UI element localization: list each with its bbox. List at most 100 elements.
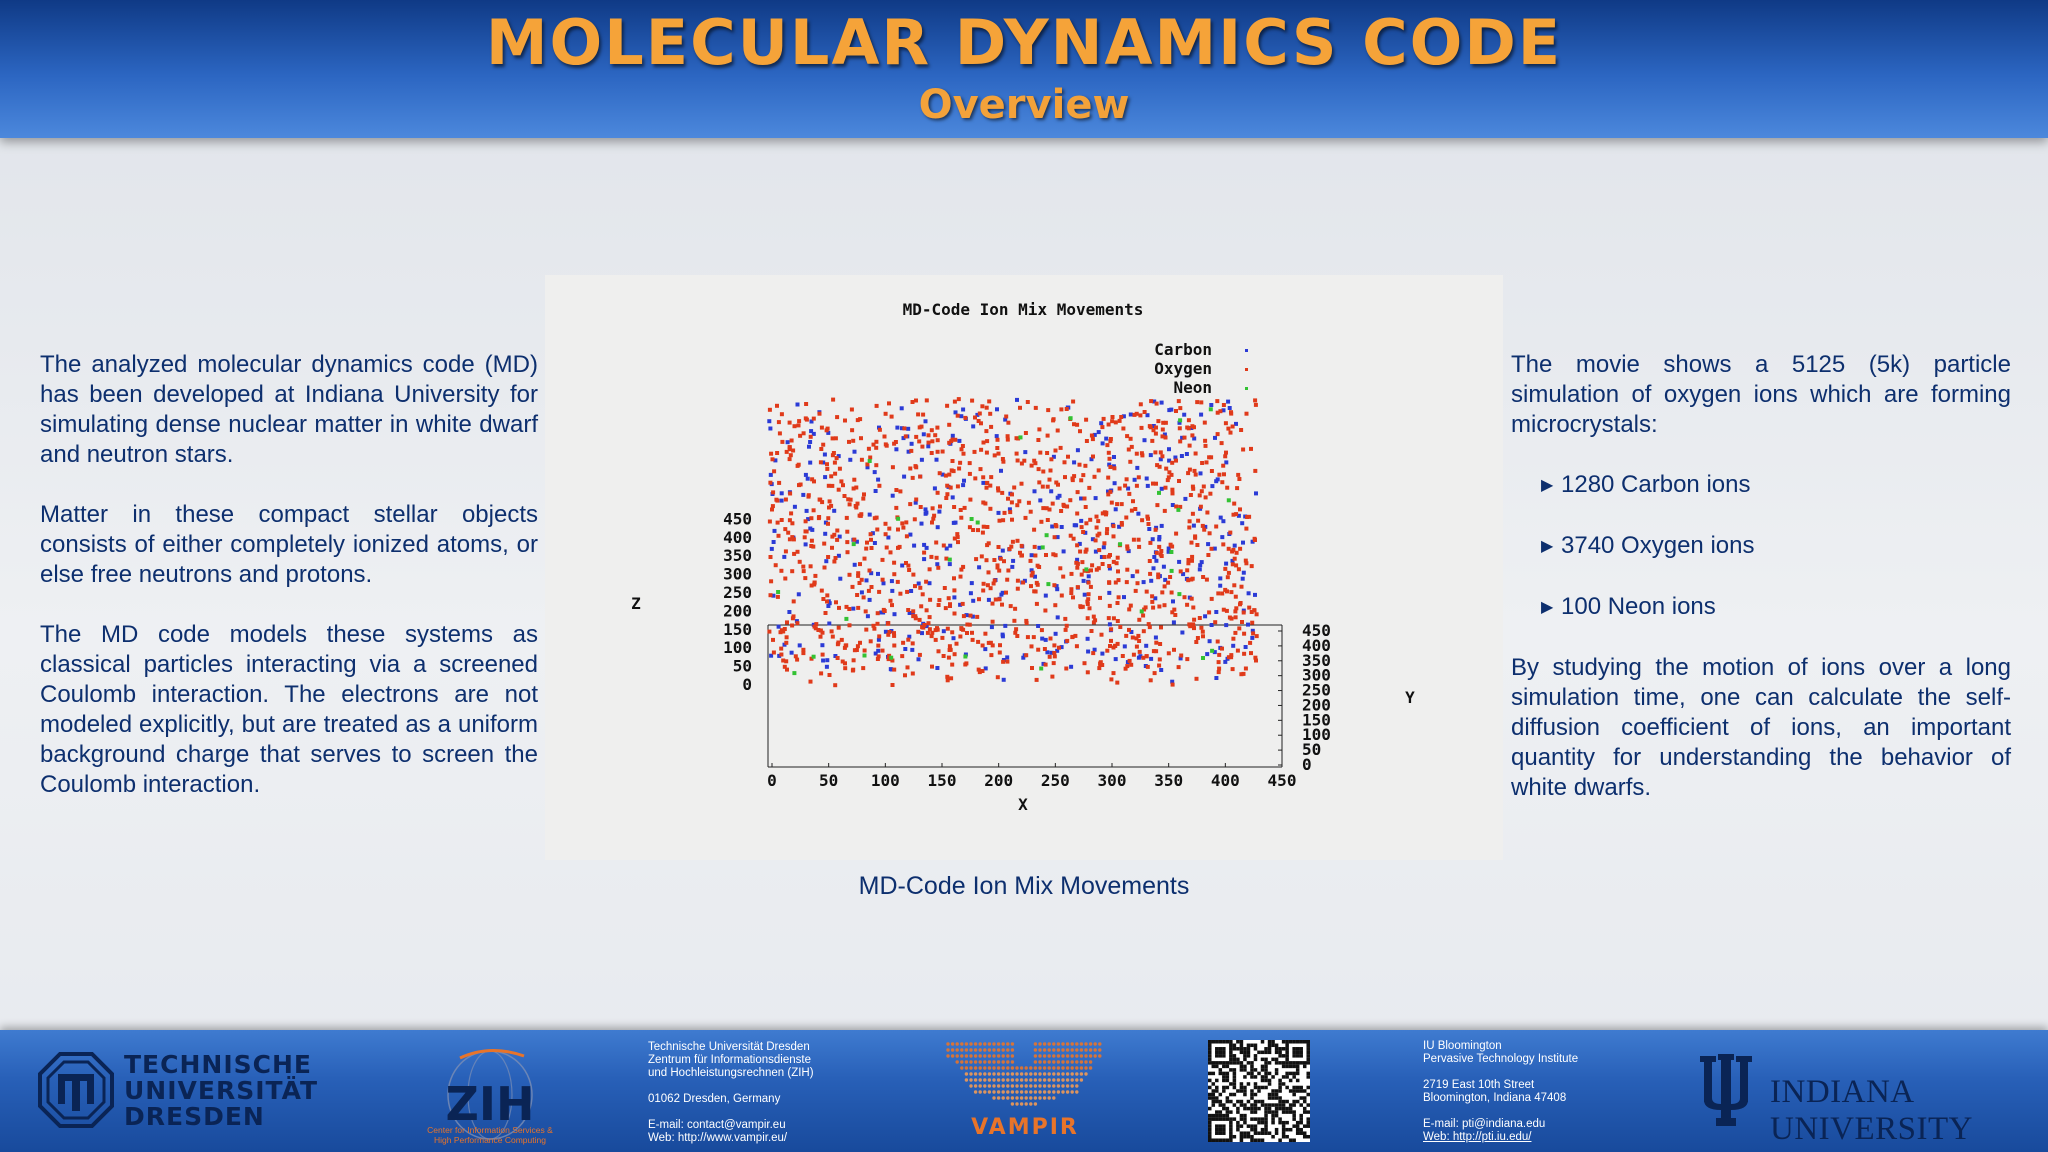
qr-module (1239, 1061, 1244, 1065)
qr-module (1264, 1075, 1268, 1079)
scatter-point (1241, 570, 1246, 575)
scatter-point (1141, 580, 1146, 585)
vampir-dot (969, 1084, 973, 1088)
scatter-point (851, 658, 856, 663)
tud-wordmark: TECHNISCHE UNIVERSITÄT DRESDEN (124, 1052, 318, 1130)
qr-module (1253, 1054, 1258, 1058)
web-link[interactable]: Web: http://www.vampir.eu/ (648, 1132, 788, 1144)
scatter-point (859, 590, 864, 595)
scatter-point (1040, 484, 1045, 489)
vampir-dot (992, 1072, 996, 1076)
scatter-point (819, 425, 824, 430)
scatter-point (1209, 623, 1214, 627)
qr-module (1232, 1092, 1237, 1097)
x-tick-label: 250 (1041, 771, 1070, 790)
vampir-dot (987, 1042, 992, 1046)
scatter-point (1127, 491, 1132, 496)
scatter-point (1127, 607, 1132, 612)
scatter-point (1226, 399, 1231, 404)
scatter-point (1003, 623, 1008, 628)
scatter-point (1243, 558, 1248, 563)
qr-module (1236, 1110, 1240, 1114)
qr-module (1250, 1127, 1254, 1132)
qr-module (1229, 1057, 1233, 1062)
vampir-dot (1042, 1066, 1047, 1070)
scatter-point (1102, 510, 1107, 515)
qr-module (1278, 1061, 1282, 1065)
qr-module (1295, 1064, 1300, 1069)
qr-module (1253, 1075, 1258, 1079)
vampir-dot (1038, 1072, 1042, 1076)
qr-module (1246, 1047, 1251, 1051)
scatter-point (1108, 644, 1112, 648)
scatter-point (892, 612, 897, 617)
web-link[interactable]: Web: http://pti.iu.edu/ (1423, 1131, 1532, 1143)
scatter-point (1237, 477, 1242, 481)
qr-module (1222, 1071, 1226, 1076)
scatter-point (1163, 577, 1168, 582)
vampir-dot (969, 1054, 973, 1058)
scatter-point (1250, 539, 1255, 544)
qr-code-icon[interactable] (1208, 1040, 1310, 1142)
vampir-dot (1088, 1048, 1093, 1052)
x-tick-label: 350 (1154, 771, 1183, 790)
vampir-dot (973, 1084, 978, 1088)
scatter-point (819, 671, 824, 676)
scatter-point (971, 598, 976, 603)
movie-frame[interactable]: MD-Code Ion Mix Movements Carbon Oxygen Ne… (545, 275, 1503, 860)
scatter-point (1087, 606, 1092, 611)
scatter-point (1008, 604, 1013, 609)
vampir-dot (955, 1054, 959, 1058)
qr-module (1229, 1120, 1233, 1125)
vampir-dot (973, 1078, 978, 1082)
scatter-point (1199, 412, 1204, 417)
qr-module (1236, 1099, 1240, 1104)
qr-module (1271, 1040, 1275, 1044)
scatter-point (1124, 477, 1129, 482)
scatter-point (841, 483, 845, 488)
scatter-point (813, 626, 818, 631)
scatter-point (1099, 421, 1104, 426)
scatter-point (1225, 485, 1230, 490)
email-link[interactable]: E-mail: contact@vampir.eu (648, 1119, 786, 1131)
scatter-point (858, 562, 862, 567)
scatter-point (1102, 555, 1107, 559)
qr-module (1222, 1075, 1226, 1079)
scatter-point (906, 563, 911, 568)
scatter-point (1096, 566, 1101, 571)
scatter-point (1177, 479, 1181, 483)
scatter-point (1147, 527, 1152, 531)
scatter-point (995, 437, 1000, 442)
qr-module (1243, 1085, 1247, 1090)
qr-module (1211, 1061, 1216, 1065)
qr-module (1292, 1124, 1296, 1128)
scatter-point (1142, 438, 1147, 443)
qr-module (1229, 1138, 1233, 1142)
scatter-point (1169, 407, 1174, 412)
address-line: 01062 Dresden, Germany (648, 1093, 781, 1105)
qr-module (1222, 1138, 1226, 1142)
bullet-text: 100 Neon ions (1561, 593, 1716, 620)
scatter-point (985, 583, 990, 588)
scatter-point (1125, 546, 1130, 551)
scatter-point (824, 559, 829, 564)
vampir-dot (1033, 1066, 1038, 1070)
scatter-point (843, 661, 847, 666)
vampir-dot (1042, 1078, 1047, 1082)
scatter-point (1066, 454, 1070, 459)
scatter-point (845, 529, 850, 534)
qr-module (1232, 1054, 1237, 1058)
scatter-point (1035, 563, 1040, 568)
scatter-point (948, 602, 952, 607)
scatter-point (943, 606, 948, 611)
scatter-point (790, 569, 795, 574)
scatter-point (1159, 523, 1164, 528)
email-link[interactable]: E-mail: pti@indiana.edu (1423, 1118, 1546, 1130)
scatter-point (1085, 599, 1090, 604)
qr-module (1243, 1047, 1247, 1051)
vampir-dot (1042, 1060, 1047, 1064)
vampir-dot (1033, 1054, 1038, 1058)
scatter-point (1075, 448, 1080, 453)
scatter-chart: MD-Code Ion Mix Movements CarbonOxygenNe… (631, 300, 1415, 814)
qr-module (1278, 1085, 1282, 1090)
